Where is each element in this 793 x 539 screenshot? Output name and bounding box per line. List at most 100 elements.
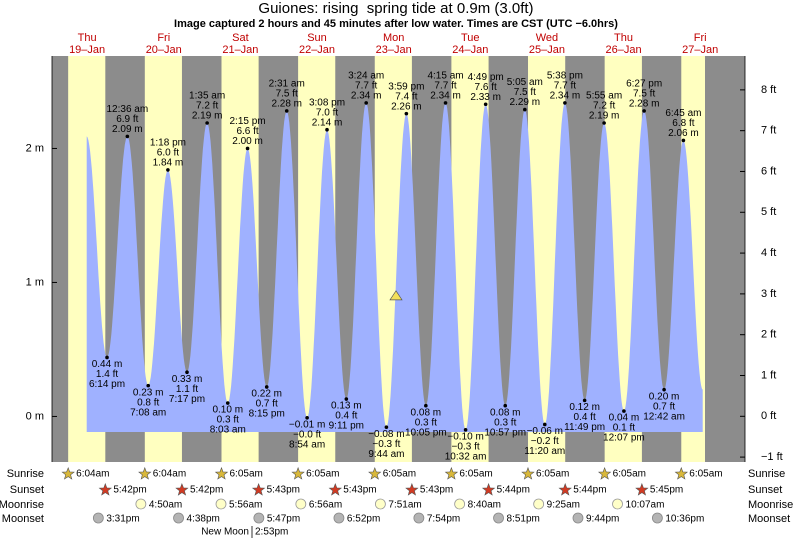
tide-point	[483, 102, 488, 107]
tide-ft-label: 6.9 ft	[116, 114, 138, 125]
tide-point	[264, 385, 269, 389]
sunset-icon	[405, 482, 419, 496]
tide-point	[125, 134, 130, 139]
sunset-icon	[481, 482, 496, 496]
moonset-icon	[173, 512, 184, 524]
tide-value-label: −0.01 m	[289, 419, 325, 430]
tide-ft-label: 0.3 ft	[415, 417, 437, 428]
tide-value-label: 0.33 m	[172, 374, 203, 385]
tide-point	[563, 101, 567, 105]
tide-ft-label: 1.1 ft	[176, 384, 198, 395]
moonrise-time: 4:50am	[149, 500, 182, 511]
tide-value-label: 0.04 m	[609, 413, 640, 424]
sunrise-icon	[521, 466, 535, 480]
sunrise-time: 6:05am	[383, 469, 416, 480]
moonrise-icon	[295, 498, 307, 510]
tide-point	[463, 428, 468, 432]
tide-time: 5:55 am	[586, 91, 622, 102]
day-name: Fri	[694, 32, 707, 44]
tide-ft-label: 0.3 ft	[217, 415, 239, 426]
sunrise-icon	[291, 466, 305, 480]
tide-point	[404, 111, 409, 116]
moonrise-time: 6:56am	[309, 500, 342, 511]
moonrise-icon	[612, 498, 623, 510]
moonrise-time: 10:07am	[626, 500, 665, 511]
tide-time: 10:32 am	[445, 451, 487, 462]
day-name: Sun	[307, 32, 327, 44]
y-tick-label: 1 m	[26, 276, 44, 288]
tide-ft-label: 6.8 ft	[672, 118, 694, 129]
moonset-icon	[651, 512, 663, 524]
y2-tick-label: 7 ft	[761, 125, 776, 137]
tide-ft-label: 0.7 ft	[653, 401, 675, 412]
tide-ft-label: 7.7 ft	[434, 81, 456, 92]
day-name: Sat	[232, 32, 249, 44]
moonset-icon	[92, 512, 104, 524]
sunrise-time: 6:05am	[536, 469, 569, 480]
tide-time: 12:42 am	[643, 411, 685, 422]
row-label: Moonrise	[748, 499, 793, 511]
moon-phase: New Moon	[201, 527, 249, 538]
moonset-time: 3:31pm	[106, 514, 139, 525]
sunset-icon	[98, 482, 113, 496]
tide-ft-label: −0.2 ft	[531, 436, 559, 447]
tide-time: 2:31 am	[269, 79, 305, 90]
day-date: 25–Jan	[529, 44, 565, 56]
sunrise-icon	[214, 466, 229, 480]
tide-ft-label: 7.7 ft	[554, 81, 576, 92]
tide-point	[284, 109, 289, 113]
tide-point	[602, 121, 606, 125]
sunrise-icon	[597, 466, 612, 480]
tide-point	[681, 138, 686, 143]
day-name: Fri	[157, 32, 170, 44]
tide-time: 1:18 pm	[150, 138, 186, 149]
tide-value-label: 2.09 m	[112, 124, 143, 135]
moonset-time: 4:38pm	[187, 514, 220, 525]
tide-ft-label: 7.7 ft	[355, 81, 377, 92]
tide-ft-label: 1.4 ft	[96, 369, 118, 380]
moonrise-icon	[374, 498, 386, 510]
day-date: 19–Jan	[69, 44, 105, 56]
current-level	[389, 290, 403, 301]
tide-point	[325, 127, 329, 132]
moonset-time: 7:54pm	[427, 514, 460, 525]
tide-value-label: 0.08 m	[490, 407, 521, 418]
y2-tick-label: −1 ft	[761, 451, 783, 463]
tide-ft-label: −0.3 ft	[452, 441, 480, 452]
y2-tick-label: 2 ft	[761, 329, 776, 341]
tide-area	[86, 102, 703, 433]
y-tick-label: 2 m	[26, 142, 44, 154]
tide-value-label: 0.13 m	[331, 401, 362, 412]
tide-value-label: 2.34 m	[351, 91, 382, 102]
tide-point	[642, 109, 646, 113]
tide-point	[424, 403, 428, 408]
moonrise-time: 9:25am	[547, 500, 580, 511]
tide-point	[305, 415, 309, 420]
tide-value-label: 2.28 m	[271, 99, 302, 110]
moonrise-icon	[135, 498, 147, 510]
sunset-icon	[558, 482, 572, 496]
tide-ft-label: 7.4 ft	[395, 91, 417, 102]
moonrise-time: 8:40am	[468, 500, 501, 511]
moonset-icon	[572, 512, 584, 524]
sunrise-time: 6:05am	[459, 469, 492, 480]
tide-value-label: 0.10 m	[212, 405, 243, 416]
tide-time: 2:15 pm	[229, 116, 265, 127]
tide-value-label: −0.10 m	[447, 431, 483, 442]
row-label: Sunset	[10, 484, 44, 496]
sunrise-time: 6:05am	[229, 469, 262, 480]
sunset-icon	[328, 482, 343, 496]
tide-point	[205, 121, 209, 125]
tide-time: 11:20 am	[524, 446, 565, 457]
tide-time: 4:15 am	[427, 71, 463, 82]
y2-tick-label: 1 ft	[761, 369, 776, 381]
moon-phase-time: 2:53pm	[255, 527, 288, 538]
sunrise-time: 6:05am	[613, 469, 646, 480]
day-name: Thu	[78, 32, 97, 44]
tide-ft-label: 0.4 ft	[574, 412, 596, 423]
sunrise-icon	[138, 466, 152, 480]
tide-point	[582, 398, 587, 403]
sunrise-icon	[674, 466, 689, 480]
moonset-time: 6:52pm	[347, 514, 380, 525]
